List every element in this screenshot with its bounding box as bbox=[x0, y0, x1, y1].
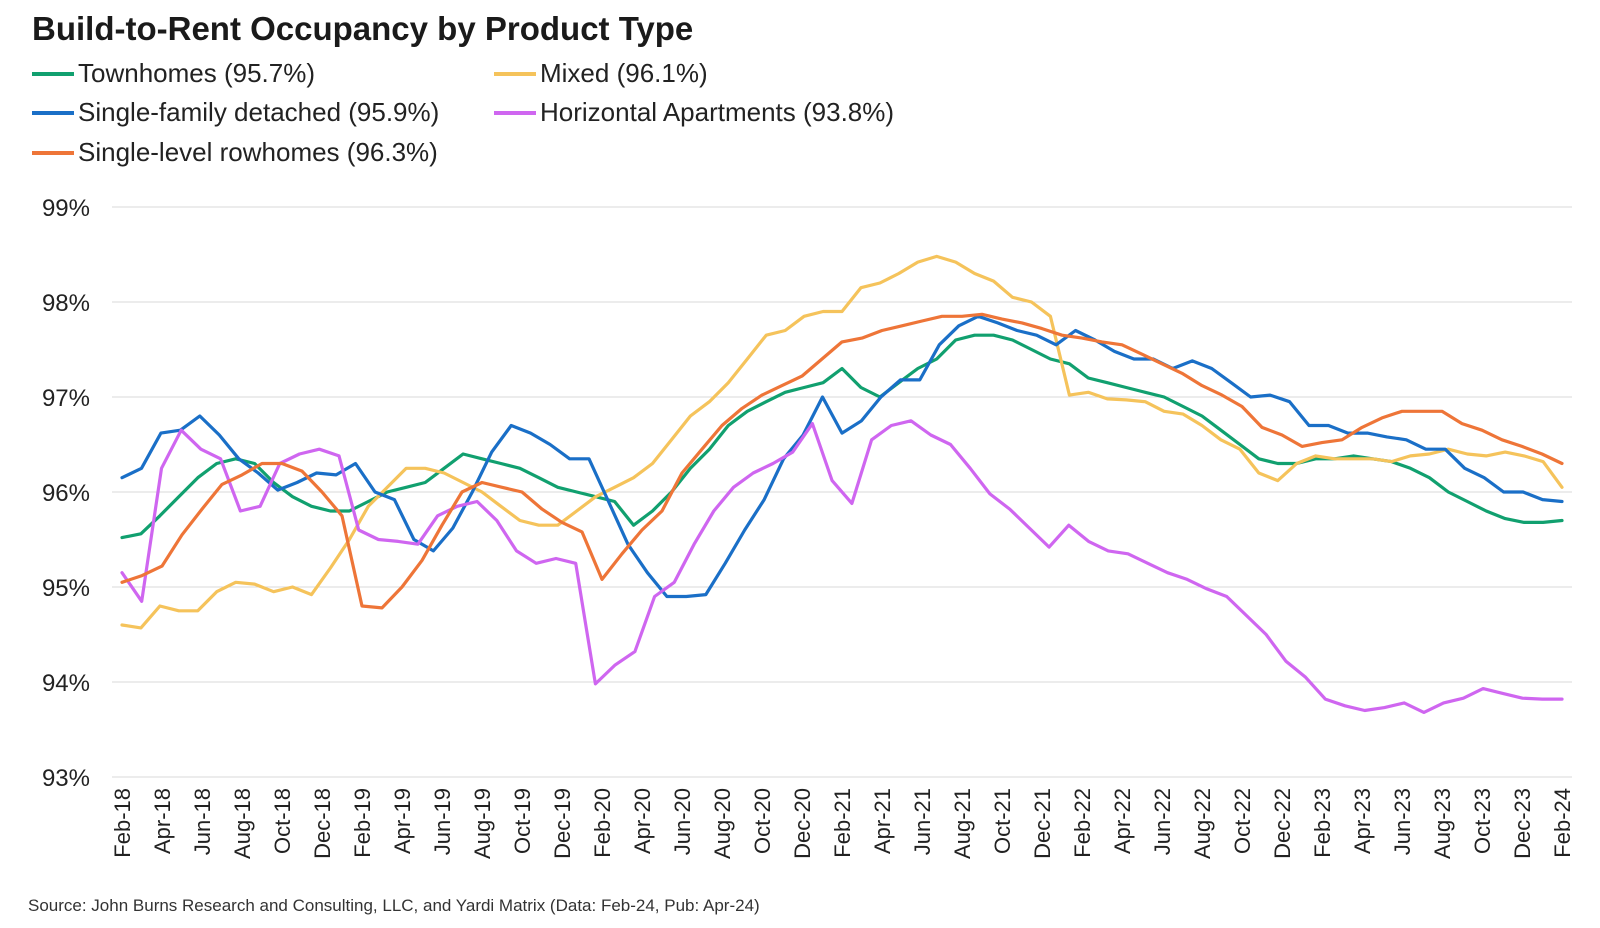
series-line-3 bbox=[120, 419, 1564, 715]
legend-label-mixed: Mixed (96.1%) bbox=[540, 58, 708, 88]
legend-item-townhomes: Townhomes (95.7%) bbox=[32, 58, 315, 89]
x-tick-label: Aug-21 bbox=[950, 788, 975, 859]
x-tick-label: Feb-22 bbox=[1070, 788, 1095, 858]
legend-item-single-family-detached: Single-family detached (95.9%) bbox=[32, 97, 439, 128]
series-lines bbox=[120, 254, 1564, 715]
series-line-1 bbox=[120, 254, 1564, 630]
y-tick-label: 96% bbox=[42, 480, 90, 507]
x-tick-label: Dec-21 bbox=[1030, 788, 1055, 859]
x-axis-ticks: Feb-18 Apr-18 Jun-18 Aug-18 Oct-18 Dec-18 Feb-… bbox=[110, 788, 1575, 859]
chart-legend: Townhomes (95.7%) Mixed (96.1%) Single-f… bbox=[32, 58, 1032, 178]
legend-item-horizontal-apartments: Horizontal Apartments (93.8%) bbox=[494, 97, 894, 128]
x-tick-label: Apr-21 bbox=[870, 788, 895, 854]
x-tick-label: Jun-22 bbox=[1150, 788, 1175, 855]
x-tick-label: Dec-20 bbox=[790, 788, 815, 859]
x-tick-label: Oct-22 bbox=[1230, 788, 1255, 854]
legend-label-townhomes: Townhomes (95.7%) bbox=[78, 58, 315, 88]
line-chart: 99% 98% 97% 96% 95% 94% 93% Feb-18 Apr-18 Jun-18… bbox=[42, 195, 1575, 859]
x-tick-label: Dec-18 bbox=[310, 788, 335, 859]
x-tick-label: Apr-20 bbox=[630, 788, 655, 854]
x-tick-label: Apr-19 bbox=[390, 788, 415, 854]
x-tick-label: Dec-22 bbox=[1270, 788, 1295, 859]
legend-swatch-single-level-rowhomes bbox=[32, 150, 74, 155]
x-tick-label: Oct-19 bbox=[510, 788, 535, 854]
x-tick-label: Aug-22 bbox=[1190, 788, 1215, 859]
x-tick-label: Feb-24 bbox=[1550, 788, 1575, 858]
x-tick-label: Dec-23 bbox=[1510, 788, 1535, 859]
x-tick-label: Jun-23 bbox=[1390, 788, 1415, 855]
chart-title: Build-to-Rent Occupancy by Product Type bbox=[32, 10, 694, 47]
x-tick-label: Apr-22 bbox=[1110, 788, 1135, 854]
x-tick-label: Oct-21 bbox=[990, 788, 1015, 854]
legend-swatch-mixed bbox=[494, 71, 536, 76]
x-tick-label: Aug-23 bbox=[1430, 788, 1455, 859]
x-tick-label: Feb-18 bbox=[110, 788, 135, 858]
x-tick-label: Apr-23 bbox=[1350, 788, 1375, 854]
x-tick-label: Aug-19 bbox=[470, 788, 495, 859]
x-tick-label: Dec-19 bbox=[550, 788, 575, 859]
x-tick-label: Jun-19 bbox=[430, 788, 455, 855]
legend-label-horizontal-apartments: Horizontal Apartments (93.8%) bbox=[540, 97, 895, 127]
y-tick-label: 95% bbox=[42, 575, 90, 602]
x-tick-label: Jun-20 bbox=[670, 788, 695, 855]
x-tick-label: Oct-18 bbox=[270, 788, 295, 854]
x-tick-label: Apr-18 bbox=[150, 788, 175, 854]
x-tick-label: Jun-18 bbox=[190, 788, 215, 855]
legend-swatch-horizontal-apartments bbox=[494, 110, 536, 115]
x-tick-label: Oct-20 bbox=[750, 788, 775, 854]
legend-label-single-family-detached: Single-family detached (95.9%) bbox=[78, 97, 440, 127]
y-tick-label: 98% bbox=[42, 290, 90, 317]
x-tick-label: Aug-20 bbox=[710, 788, 735, 859]
y-tick-label: 99% bbox=[42, 195, 90, 222]
x-tick-label: Feb-19 bbox=[350, 788, 375, 858]
source-note: Source: John Burns Research and Consulti… bbox=[28, 896, 760, 915]
x-tick-label: Feb-23 bbox=[1310, 788, 1335, 858]
x-tick-label: Aug-18 bbox=[230, 788, 255, 859]
legend-item-single-level-rowhomes: Single-level rowhomes (96.3%) bbox=[32, 137, 438, 168]
x-tick-label: Feb-20 bbox=[590, 788, 615, 858]
series-line-2 bbox=[120, 314, 1564, 599]
x-tick-label: Jun-21 bbox=[910, 788, 935, 855]
y-tick-label: 94% bbox=[42, 670, 90, 697]
legend-swatch-single-family-detached bbox=[32, 110, 74, 115]
legend-item-mixed: Mixed (96.1%) bbox=[494, 58, 708, 89]
legend-swatch-townhomes bbox=[32, 71, 74, 76]
series-line-4 bbox=[120, 312, 1564, 610]
x-tick-label: Feb-21 bbox=[830, 788, 855, 858]
y-tick-label: 93% bbox=[42, 765, 90, 792]
y-tick-label: 97% bbox=[42, 385, 90, 412]
x-tick-label: Oct-23 bbox=[1470, 788, 1495, 854]
series-line-0 bbox=[120, 333, 1564, 540]
y-axis-ticks: 99% 98% 97% 96% 95% 94% 93% bbox=[42, 195, 90, 792]
legend-label-single-level-rowhomes: Single-level rowhomes (96.3%) bbox=[78, 137, 438, 167]
